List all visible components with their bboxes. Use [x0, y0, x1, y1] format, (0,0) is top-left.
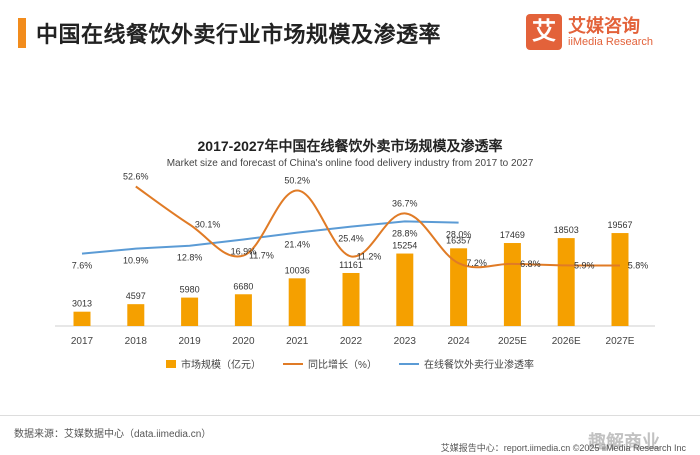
title-accent-bar — [18, 18, 26, 48]
chart-subtitle: Market size and forecast of China's onli… — [166, 158, 534, 169]
growth-value-label: 11.7% — [249, 251, 274, 261]
penetration-value-label: 28.0% — [446, 230, 472, 240]
logo-name-en: iiMedia Research — [568, 36, 653, 48]
bar-value-label: 10036 — [285, 265, 310, 275]
bar-value-label: 17469 — [500, 230, 525, 240]
growth-line — [135, 185, 621, 269]
bar-value-label: 5980 — [180, 285, 200, 295]
bar-value-label: 6680 — [233, 281, 253, 291]
growth-value-label: 50.2% — [284, 176, 310, 186]
growth-value-label: 52.6% — [123, 171, 149, 181]
x-tick-label: 2019 — [178, 336, 201, 347]
penetration-value-label: 16.9% — [231, 247, 257, 257]
growth-value-label: 7.2% — [466, 258, 487, 268]
x-tick-label: 2023 — [394, 336, 417, 347]
market-size-bar — [288, 278, 306, 326]
logo-name-cn: 艾媒咨询 — [568, 16, 640, 36]
market-size-bar — [181, 297, 199, 326]
market-size-bar — [127, 304, 145, 326]
legend-item-market-size: 市场规模（亿元） — [166, 356, 261, 371]
chart-legend: 市场规模（亿元） 同比增长（%） 在线餐饮外卖行业渗透率 — [0, 356, 700, 371]
chart-title: 2017-2027年中国在线餐饮外卖市场规模及渗透率 — [197, 138, 503, 154]
growth-value-label: 6.8% — [520, 259, 541, 269]
penetration-value-label: 12.8% — [177, 253, 203, 263]
x-tick-label: 2018 — [125, 336, 148, 347]
market-size-bar — [73, 311, 91, 326]
bar-value-label: 15254 — [392, 241, 417, 251]
market-size-bar — [396, 253, 414, 326]
penetration-value-label: 10.9% — [123, 256, 149, 266]
growth-value-label: 11.2% — [357, 251, 382, 261]
legend-swatch-penetration-line — [398, 362, 419, 365]
data-source: 数据来源：艾媒数据中心（data.iimedia.cn） — [14, 429, 212, 440]
growth-value-label: 30.1% — [195, 219, 221, 229]
legend-item-penetration: 在线餐饮外卖行业渗透率 — [398, 356, 534, 371]
x-tick-label: 2024 — [447, 336, 470, 347]
report-center: 艾媒报告中心：report.iimedia.cn ©2025 iiMedia R… — [440, 443, 686, 453]
footer-divider — [0, 415, 700, 416]
legend-swatch-growth-line — [283, 362, 304, 365]
legend-swatch-bar — [166, 359, 177, 368]
legend-label-growth: 同比增长（%） — [308, 360, 377, 371]
penetration-value-label: 21.4% — [284, 240, 310, 250]
market-size-bar — [234, 294, 252, 326]
x-tick-label: 2026E — [552, 336, 581, 347]
growth-value-label: 5.9% — [574, 260, 595, 270]
bar-value-label: 3013 — [72, 299, 92, 309]
legend-label-penetration: 在线餐饮外卖行业渗透率 — [423, 360, 534, 371]
penetration-value-label: 25.4% — [338, 234, 364, 244]
bar-value-label: 18503 — [554, 225, 579, 235]
penetration-value-label: 7.6% — [72, 261, 93, 271]
growth-value-label: 36.7% — [392, 198, 418, 208]
market-size-bar — [611, 233, 629, 326]
logo-mark: 艾 — [526, 14, 562, 50]
penetration-line — [81, 220, 459, 255]
x-tick-label: 2017 — [71, 336, 94, 347]
penetration-value-label: 28.8% — [392, 228, 418, 238]
x-tick-label: 2027E — [606, 336, 635, 347]
market-size-bar — [557, 238, 575, 326]
watermark: 趣解商业 — [588, 432, 660, 452]
bar-value-label: 19567 — [607, 220, 632, 230]
legend-item-growth: 同比增长（%） — [283, 356, 377, 371]
market-size-bar — [503, 243, 521, 326]
growth-value-label: 5.8% — [628, 261, 649, 271]
legend-label-market-size: 市场规模（亿元） — [181, 360, 262, 371]
page-title: 中国在线餐饮外卖行业市场规模及渗透率 — [36, 22, 442, 47]
brand-logo: 艾 艾媒咨询 iiMedia Research — [526, 10, 686, 54]
bar-value-label: 11161 — [339, 260, 363, 270]
market-size-bar — [450, 248, 468, 326]
x-tick-label: 2021 — [286, 336, 309, 347]
bar-value-label: 16357 — [446, 235, 471, 245]
market-size-bar — [342, 272, 360, 326]
bar-value-label: 4597 — [126, 291, 146, 301]
x-tick-label: 2020 — [232, 336, 255, 347]
x-tick-label: 2025E — [498, 336, 527, 347]
x-tick-label: 2022 — [340, 336, 363, 347]
